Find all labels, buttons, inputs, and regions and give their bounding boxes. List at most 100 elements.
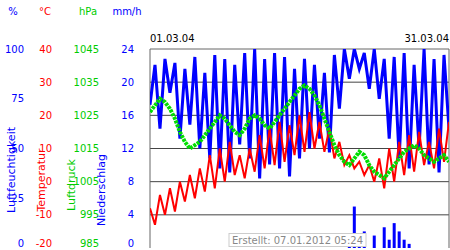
x-tick-label: 31.03.04: [404, 33, 449, 44]
series-line: [150, 49, 449, 178]
grid-line: [150, 214, 449, 215]
precip-bar: [318, 248, 321, 249]
precip-bar: [243, 248, 246, 249]
precip-bar: [298, 248, 301, 249]
precip-bar: [213, 248, 216, 249]
precip-bar: [218, 248, 221, 249]
precip-bar: [288, 248, 291, 249]
axis-1: °C-20-10010203040Temperatur: [35, 6, 52, 249]
precip-bar: [433, 248, 436, 249]
precip-bar: [398, 231, 401, 248]
series-line: [150, 112, 449, 225]
tick-label: 30: [39, 77, 52, 88]
axis-title: Luftdruck: [65, 158, 78, 210]
axis-title: Luftfeuchtigkeit: [5, 126, 18, 213]
precip-bar: [228, 248, 231, 249]
precip-bar: [203, 248, 206, 249]
precip-bar: [248, 248, 251, 249]
precip-bar: [150, 248, 152, 249]
precip-bar: [333, 248, 336, 249]
tick-label: 20: [39, 110, 52, 121]
axis-title: Temperatur: [35, 148, 48, 213]
axis-unit: °C: [39, 6, 51, 17]
precip-bar: [443, 248, 446, 249]
precip-bar: [233, 248, 236, 249]
precip-bar: [448, 248, 450, 249]
precip-bar: [153, 248, 156, 249]
series-line: [150, 85, 449, 178]
precip-bar: [403, 240, 406, 248]
precip-bar: [428, 248, 431, 249]
precip-bar: [293, 248, 296, 249]
axis-0: %0255075100Luftfeuchtigkeit: [5, 6, 24, 249]
plot-frame: [150, 49, 449, 248]
axis-unit: hPa: [79, 6, 97, 17]
tick-label: 985: [80, 238, 99, 249]
precip-bar: [263, 248, 266, 249]
precip-bar: [438, 248, 441, 249]
tick-label: 24: [121, 44, 134, 55]
chart: %0255075100Luftfeuchtigkeit°C-20-1001020…: [0, 0, 450, 250]
precip-bar: [278, 248, 281, 249]
precip-bar: [183, 248, 186, 249]
precip-bar: [193, 248, 196, 249]
precip-bar: [328, 248, 331, 249]
precip-bar: [268, 248, 271, 249]
precip-bar: [418, 248, 421, 249]
precip-bar: [283, 248, 286, 249]
tick-label: 1035: [74, 77, 99, 88]
precip-bar: [383, 227, 386, 248]
precip-bar: [258, 248, 261, 249]
precip-bar: [223, 248, 226, 249]
precip-bar: [198, 248, 201, 249]
precip-bar: [163, 248, 166, 249]
tick-label: 20: [121, 77, 134, 88]
precip-bar: [208, 248, 211, 249]
precip-bar: [308, 248, 311, 249]
tick-label: 0: [128, 238, 134, 249]
axis-3: mm/h 0 4 8 12 16 20 24 Niederschlag: [95, 6, 142, 249]
precip-bar: [423, 248, 426, 249]
created-note: Erstellt: 07.01.2012 05:24: [232, 235, 363, 246]
note-box: [229, 234, 366, 247]
precip-bar: [323, 248, 326, 249]
tick-label: 1025: [74, 110, 99, 121]
precip-bar: [408, 244, 411, 248]
tick-label: 1015: [74, 143, 99, 154]
precip-bar: [413, 248, 416, 249]
precip-bar: [388, 240, 391, 248]
grid-line: [150, 181, 449, 182]
precip-bar: [368, 248, 371, 249]
annotation: Erstellt: 07.01.2012 05:24: [229, 234, 366, 247]
tick-label: 100: [5, 44, 24, 55]
precip-bar: [343, 248, 346, 249]
tick-label: 75: [11, 93, 24, 104]
precip-bar: [238, 248, 241, 249]
precip-bar: [158, 248, 161, 249]
tick-label: 4: [128, 209, 134, 220]
tick-label: 0: [18, 238, 24, 249]
axis-unit: %: [8, 6, 18, 17]
axis-unit: mm/h: [112, 6, 141, 17]
precip-bar: [178, 248, 181, 249]
precip-bar: [313, 248, 316, 249]
tick-label: 1045: [74, 44, 99, 55]
x-tick-label: 01.03.04: [150, 33, 195, 44]
axis-title: Niederschlag: [95, 154, 108, 226]
precip-bar: [168, 248, 171, 249]
tick-label: 16: [121, 110, 134, 121]
precip-bar: [378, 248, 381, 249]
precip-bar: [338, 248, 341, 249]
precip-bar: [273, 248, 276, 249]
tick-label: 12: [121, 143, 134, 154]
tick-label: -20: [36, 238, 52, 249]
precip-bar: [373, 236, 376, 248]
precip-bar: [173, 248, 176, 249]
precip-bar: [253, 248, 256, 249]
precip-bar: [303, 248, 306, 249]
precip-bar: [393, 223, 396, 248]
tick-label: 8: [128, 176, 134, 187]
tick-label: 40: [39, 44, 52, 55]
precip-bar: [188, 248, 191, 249]
plot-area: [150, 49, 449, 248]
